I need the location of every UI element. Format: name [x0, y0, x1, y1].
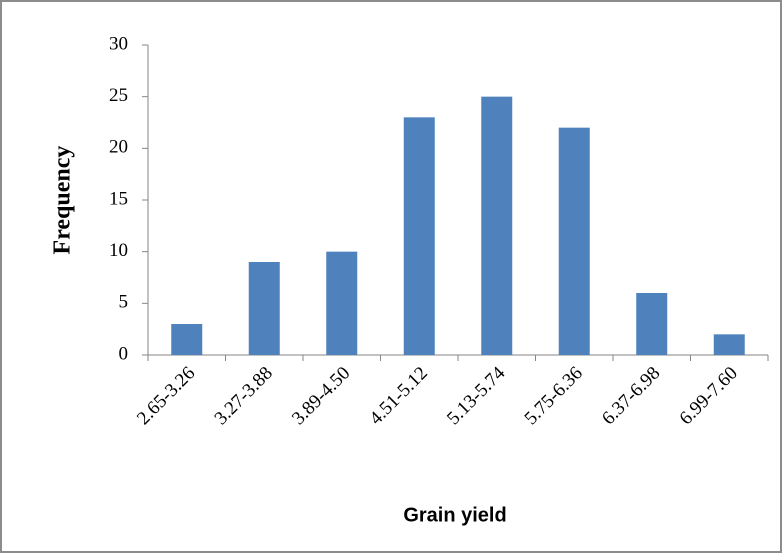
bar [481, 96, 513, 356]
bar [248, 262, 280, 355]
bar [326, 251, 358, 355]
y-tick-label: 25 [109, 85, 128, 106]
bar [171, 324, 203, 355]
y-tick-label: 0 [119, 343, 129, 364]
y-tick-label: 5 [119, 292, 129, 313]
y-tick-label: 10 [109, 240, 128, 261]
bar [713, 334, 745, 355]
y-tick-label: 15 [109, 188, 128, 209]
y-axis-label: Frequency [50, 146, 76, 255]
bar [636, 293, 668, 355]
bar [403, 117, 435, 355]
y-tick-label: 30 [109, 33, 128, 54]
bar [558, 127, 590, 356]
y-tick-label: 20 [109, 137, 128, 158]
x-axis-label: Grain yield [403, 504, 506, 526]
